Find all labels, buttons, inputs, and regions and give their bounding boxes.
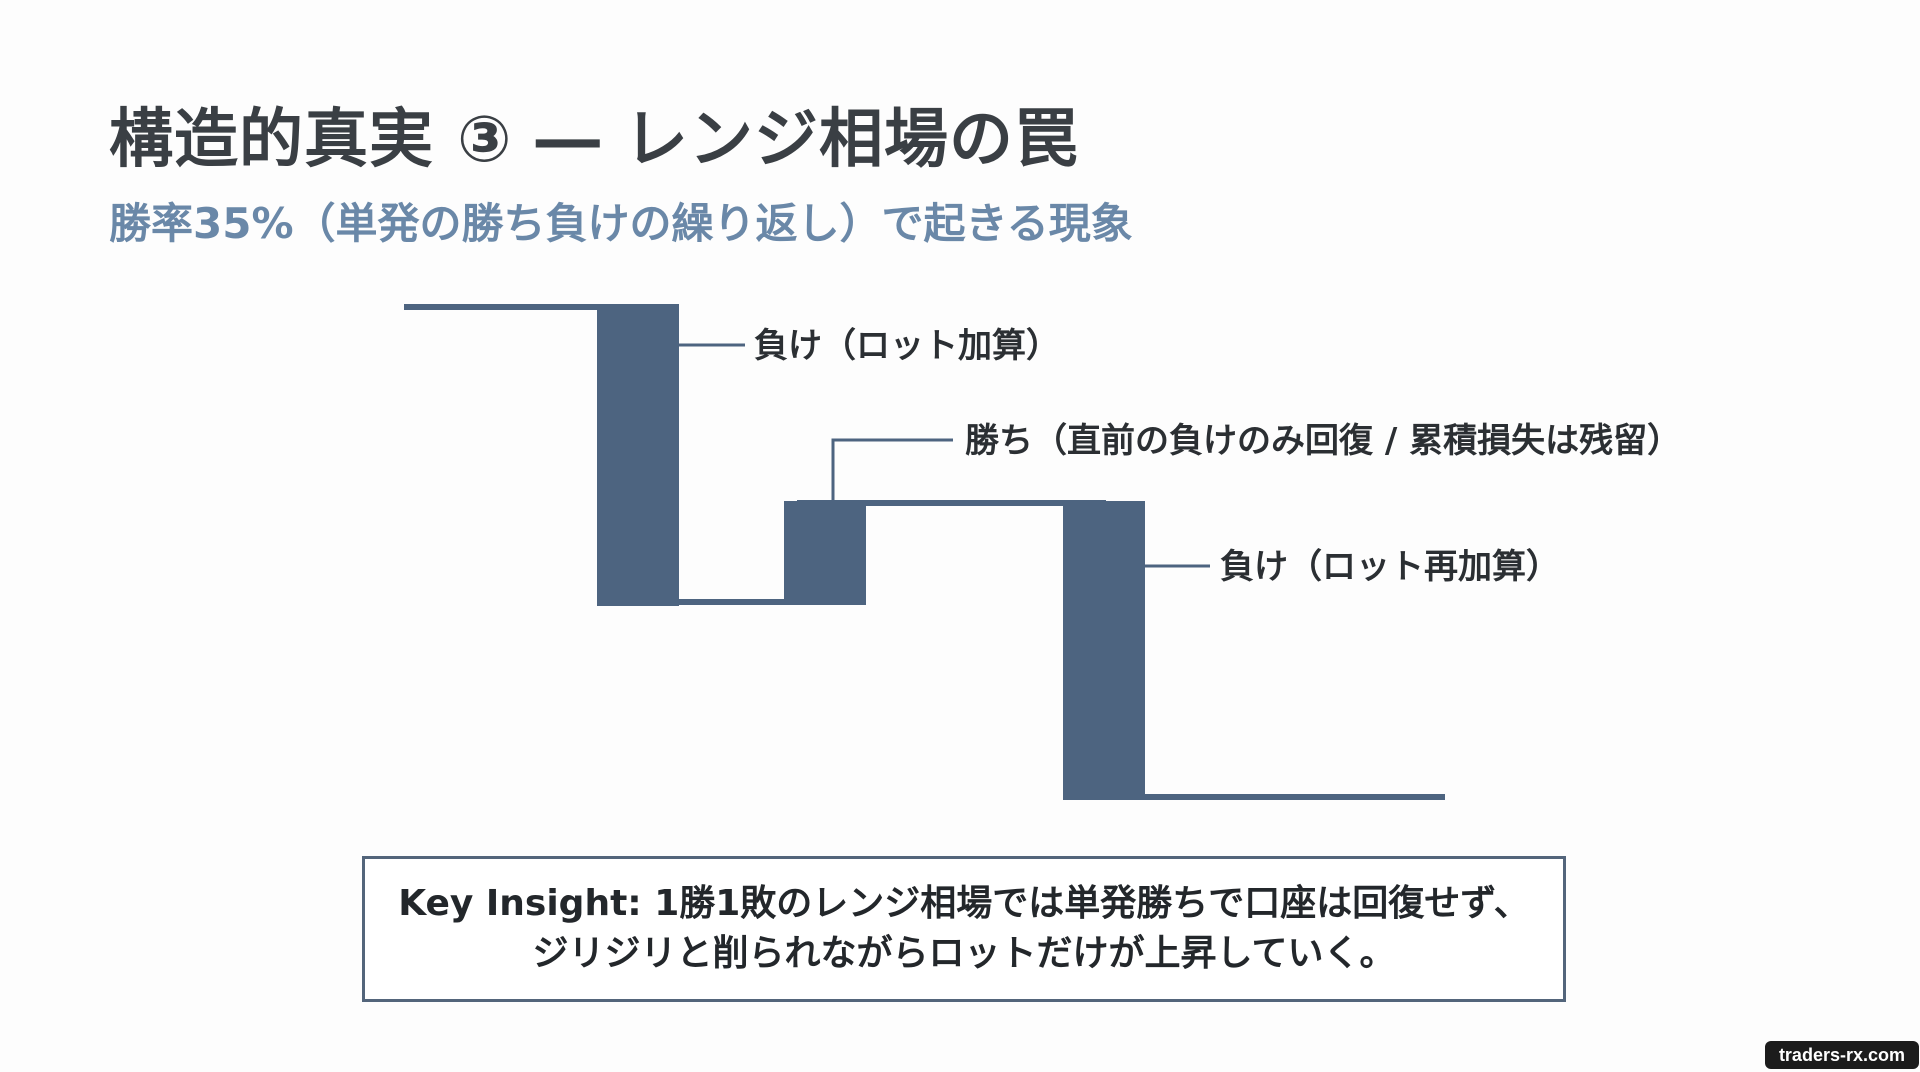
slide-subtitle: 勝率35%（単発の勝ち負けの繰り返し）で起きる現象 [109,199,1133,248]
key-insight-line-1: Key Insight: 1勝1敗のレンジ相場では単発勝ちで口座は回復せず、 [398,883,1530,924]
slide-title: 構造的真実 ③ ― レンジ相場の罠 [109,103,1080,177]
loss2-label: 負け（ロット再加算） [1220,547,1560,587]
key-insight-box: Key Insight: 1勝1敗のレンジ相場では単発勝ちで口座は回復せず、 ジ… [362,856,1566,1002]
key-insight-line-2: ジリジリと削られながらロットだけが上昇していく。 [532,933,1396,974]
loss1-label: 負け（ロット加算） [754,326,1060,366]
win-bar [784,501,866,605]
win-label: 勝ち（直前の負けのみ回復 / 累積損失は残留） [965,421,1681,461]
loss-bar-1 [597,304,679,606]
site-watermark: traders-rx.com [1764,1041,1919,1069]
win-connector [831,438,953,501]
loss-bar-2 [1063,501,1145,800]
